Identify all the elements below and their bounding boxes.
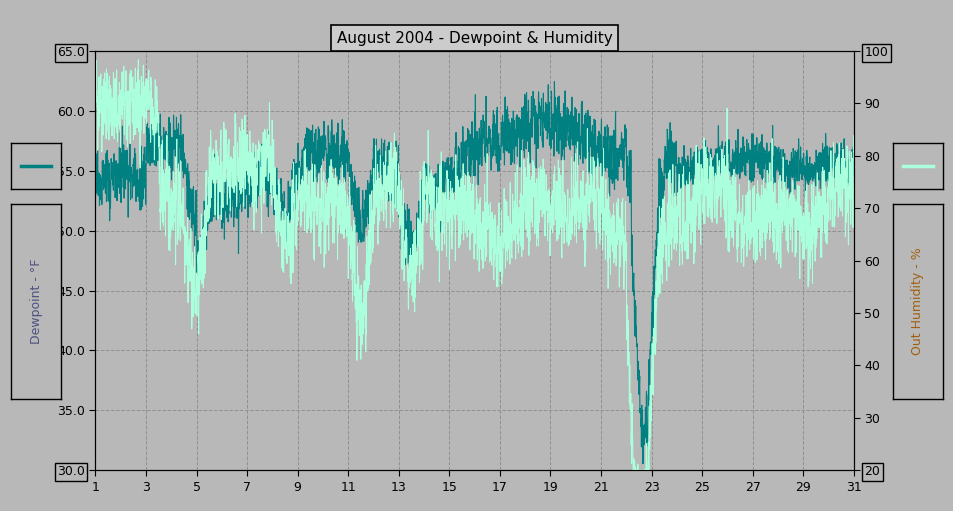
Text: Out Humidity - %: Out Humidity - %	[910, 248, 923, 355]
Title: August 2004 - Dewpoint & Humidity: August 2004 - Dewpoint & Humidity	[336, 31, 612, 46]
Text: Dewpoint - °F: Dewpoint - °F	[30, 259, 43, 344]
